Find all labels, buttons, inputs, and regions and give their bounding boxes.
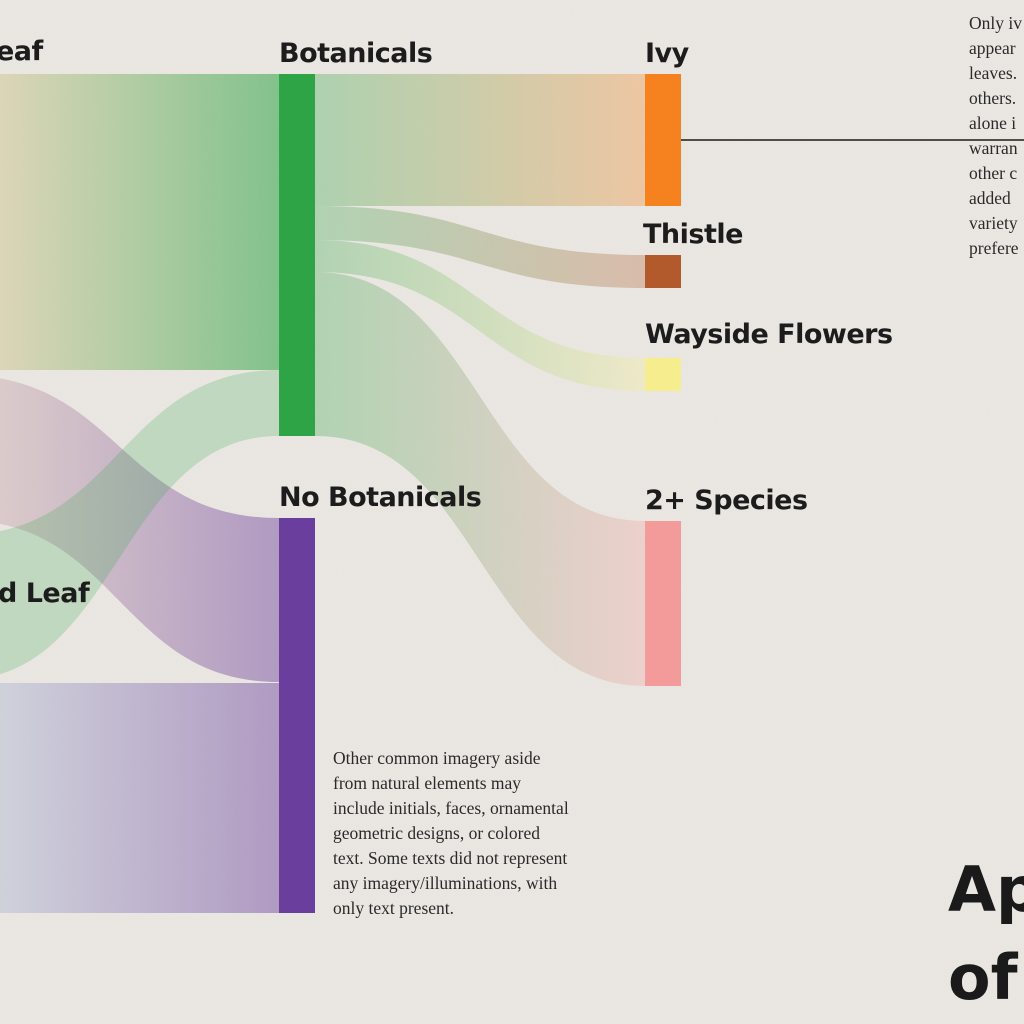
annotation-line: other c [969,163,1018,183]
annotation-line: include initials, faces, ornamental [333,798,569,818]
node-label-species: 2+ Species [645,485,808,516]
node-label-wayside: Wayside Flowers [645,319,893,350]
node-label-thistle: Thistle [643,219,743,250]
annotation-line: alone i [969,113,1017,133]
annotation-line: appear [969,38,1016,58]
annotation-line: Other common imagery aside [333,748,541,768]
node-bar-botanicals [279,74,315,436]
annotation-line: from natural elements may [333,773,522,793]
annotation-no-botanicals: Other common imagery aside from natural … [333,746,569,921]
node-label-botanicals: Botanicals [279,38,433,69]
flow-botanicals-to-species [315,272,645,686]
node-bar-ivy [645,74,681,206]
node-bar-wayside [645,358,681,391]
node-label-leaf-mid: d Leaf [0,578,90,609]
annotation-line: only text present. [333,898,455,918]
annotation-line: prefere [969,238,1019,258]
poster-title-line: Ap [948,853,1024,926]
annotation-line: others. [969,88,1017,108]
annotation-line: variety [969,213,1018,233]
node-bar-thistle [645,255,681,288]
flow-leaf-bottom-to-no-botanicals [0,682,279,914]
node-label-ivy: Ivy [645,38,689,69]
node-label-no-botanicals: No Botanicals [279,482,482,513]
poster-title-line: of [948,941,1018,1014]
flow-botanicals-to-ivy [315,74,645,206]
annotation-line: leaves. [969,63,1018,83]
annotation-line: Only iv [969,13,1022,33]
annotation-ivy: Only iv appear leaves. others. alone i w… [969,11,1022,261]
flow-botanicals-to-wayside [315,240,645,391]
poster-title: Ap of [948,846,1024,1022]
annotation-line: warran [969,138,1018,158]
node-bar-species [645,521,681,686]
flow-leaf-top-to-botanicals [0,73,279,371]
flow-leaf-mid-to-botanicals [0,370,279,675]
annotation-line: geometric designs, or colored [333,823,541,843]
node-bar-no-botanicals [279,518,315,913]
node-label-leaf-top: eaf [0,36,43,67]
annotation-line: any imagery/illuminations, with [333,873,558,893]
flow-leaf-mid-to-no-botanicals [0,378,279,682]
flow-botanicals-to-thistle [315,206,645,288]
annotation-line: text. Some texts did not represent [333,848,568,868]
annotation-line: added [969,188,1011,208]
